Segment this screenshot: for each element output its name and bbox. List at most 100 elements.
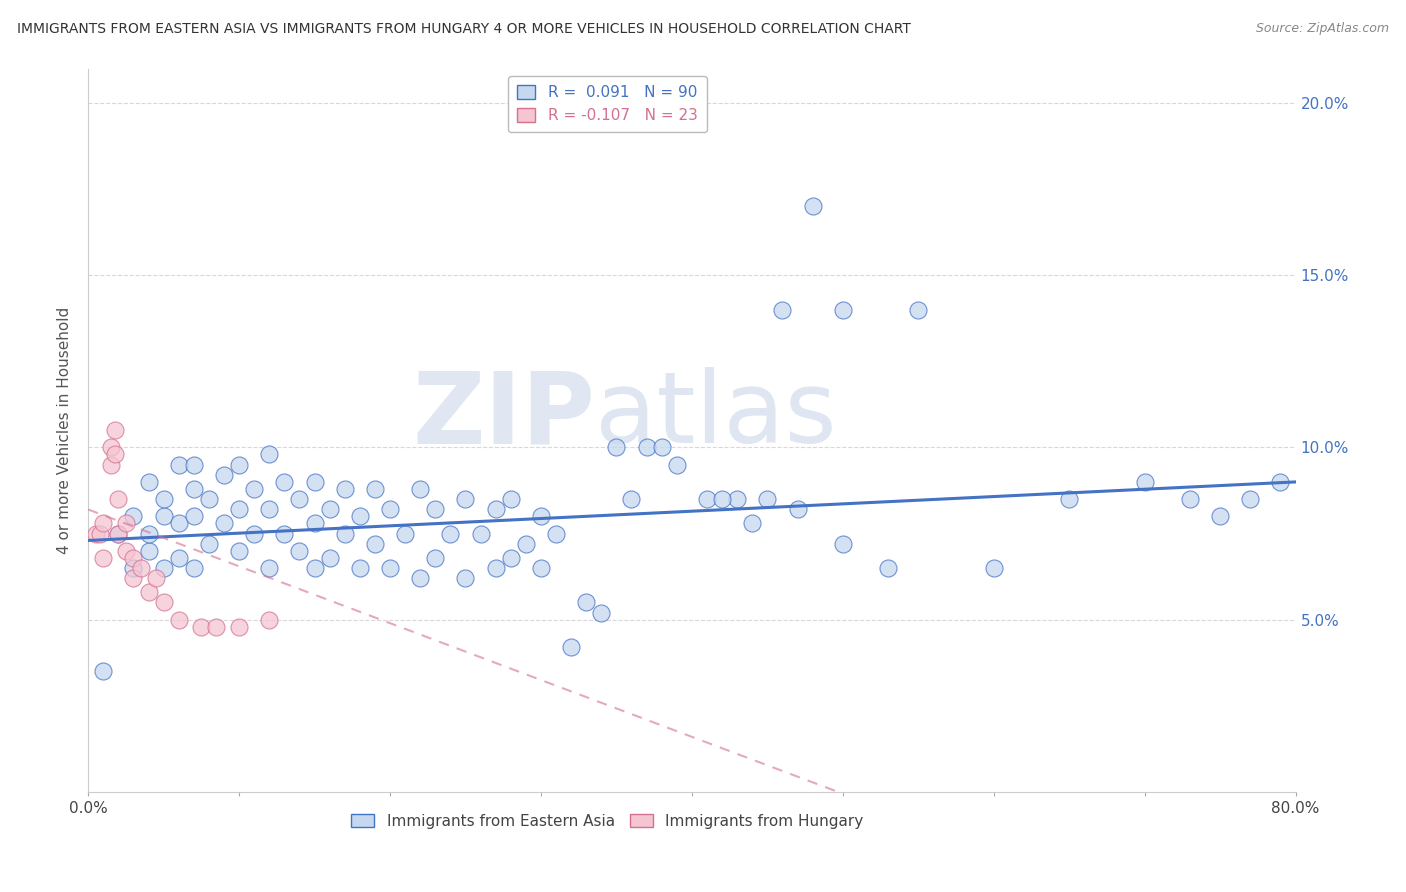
Point (115, 516, 138, 531)
Point (104, 447, 127, 461)
Point (515, 537, 537, 551)
Point (1133, 475, 1156, 489)
Point (741, 516, 763, 531)
Point (409, 482, 432, 496)
Point (665, 458, 688, 472)
Point (907, 302, 929, 317)
Point (129, 561, 152, 575)
Point (304, 475, 326, 489)
Point (831, 302, 853, 317)
Y-axis label: 4 or more Vehicles in Household: 4 or more Vehicles in Household (58, 307, 72, 554)
Point (122, 561, 145, 575)
Point (620, 492, 643, 507)
Point (273, 526, 295, 541)
Point (636, 441, 658, 455)
Point (190, 619, 212, 633)
Text: IMMIGRANTS FROM EASTERN ASIA VS IMMIGRANTS FROM HUNGARY 4 OR MORE VEHICLES IN HO: IMMIGRANTS FROM EASTERN ASIA VS IMMIGRAN… (17, 22, 911, 37)
Point (983, 561, 1005, 575)
Point (107, 526, 129, 541)
Point (696, 492, 718, 507)
Point (318, 502, 340, 516)
Point (91, 550, 114, 565)
Text: ZIP: ZIP (412, 368, 595, 464)
Point (333, 526, 356, 541)
Point (288, 492, 311, 507)
Point (259, 561, 281, 575)
Point (333, 482, 356, 496)
Point (243, 482, 266, 496)
Point (100, 441, 122, 455)
Point (183, 509, 205, 524)
Point (725, 492, 748, 507)
Point (1209, 509, 1232, 524)
Point (145, 571, 167, 585)
Point (152, 595, 174, 609)
Text: Source: ZipAtlas.com: Source: ZipAtlas.com (1256, 22, 1389, 36)
Point (364, 482, 387, 496)
Point (1239, 492, 1261, 507)
Point (205, 619, 228, 633)
Point (115, 544, 138, 558)
Point (485, 502, 508, 516)
Point (711, 492, 734, 507)
Point (304, 561, 326, 575)
Point (91, 516, 114, 531)
Point (786, 502, 808, 516)
Point (273, 475, 295, 489)
Point (259, 613, 281, 627)
Point (605, 441, 627, 455)
Point (304, 516, 326, 531)
Point (167, 613, 190, 627)
Point (152, 509, 174, 524)
Point (228, 619, 250, 633)
Point (228, 502, 250, 516)
Point (770, 302, 793, 317)
Point (152, 561, 174, 575)
Point (756, 492, 779, 507)
Point (454, 571, 477, 585)
Point (425, 502, 447, 516)
Point (228, 544, 250, 558)
Point (318, 550, 340, 565)
Point (138, 475, 160, 489)
Point (349, 561, 371, 575)
Point (1270, 475, 1292, 489)
Point (530, 561, 553, 575)
Text: atlas: atlas (595, 368, 837, 464)
Point (801, 199, 824, 213)
Point (183, 482, 205, 496)
Point (122, 509, 145, 524)
Point (100, 458, 122, 472)
Point (243, 526, 266, 541)
Point (485, 561, 508, 575)
Point (425, 550, 447, 565)
Point (107, 492, 129, 507)
Point (104, 423, 127, 437)
Point (138, 585, 160, 599)
Point (288, 544, 311, 558)
Point (198, 537, 221, 551)
Point (138, 526, 160, 541)
Point (198, 492, 221, 507)
Point (530, 509, 553, 524)
Point (454, 492, 477, 507)
Point (499, 492, 522, 507)
Point (259, 502, 281, 516)
Point (349, 509, 371, 524)
Point (364, 537, 387, 551)
Legend: Immigrants from Eastern Asia, Immigrants from Hungary: Immigrants from Eastern Asia, Immigrants… (346, 807, 869, 835)
Point (1178, 492, 1201, 507)
Point (544, 526, 567, 541)
Point (439, 526, 461, 541)
Point (591, 606, 613, 620)
Point (259, 447, 281, 461)
Point (183, 458, 205, 472)
Point (470, 526, 492, 541)
Point (394, 526, 416, 541)
Point (228, 458, 250, 472)
Point (107, 526, 129, 541)
Point (831, 537, 853, 551)
Point (651, 441, 673, 455)
Point (167, 516, 190, 531)
Point (499, 550, 522, 565)
